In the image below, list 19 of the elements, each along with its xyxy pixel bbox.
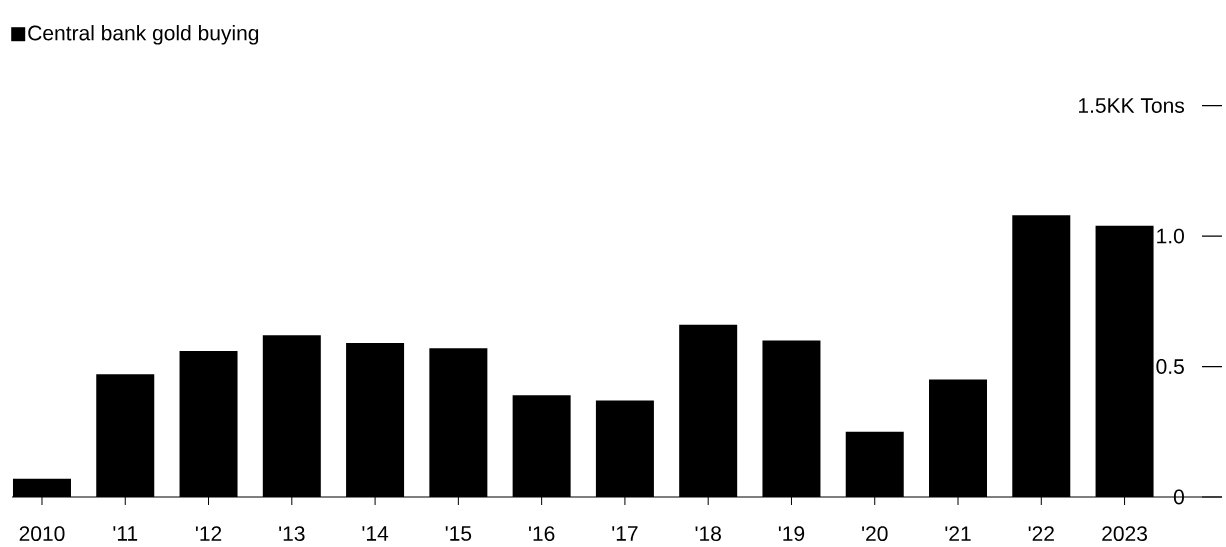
x-tick-label: '13 (279, 526, 305, 542)
x-tick-label: '18 (695, 526, 721, 542)
y-tick-label: 0 (1173, 489, 1184, 505)
x-tick-label: 2023 (1102, 526, 1147, 542)
x-tick-label: '14 (362, 526, 389, 541)
x-tick-label: '17 (612, 526, 638, 541)
x-tick-label: '20 (862, 526, 888, 542)
legend-label: Central bank gold buying (28, 25, 259, 45)
y-tick-label: 1.0 (1157, 228, 1184, 244)
x-tick-label: '16 (529, 526, 555, 542)
x-tick-label: '19 (778, 526, 805, 542)
x-tick-label: '11 (113, 526, 138, 541)
x-tick-label: 2010 (19, 526, 65, 542)
y-tick-label: 1.5KK Tons (1078, 98, 1185, 113)
x-tick-label: '21 (945, 526, 971, 541)
x-tick-label: '15 (445, 526, 472, 541)
x-tick-label: '22 (1028, 526, 1054, 541)
y-tick-label: 0.5 (1156, 359, 1184, 374)
x-tick-label: '12 (195, 526, 222, 541)
